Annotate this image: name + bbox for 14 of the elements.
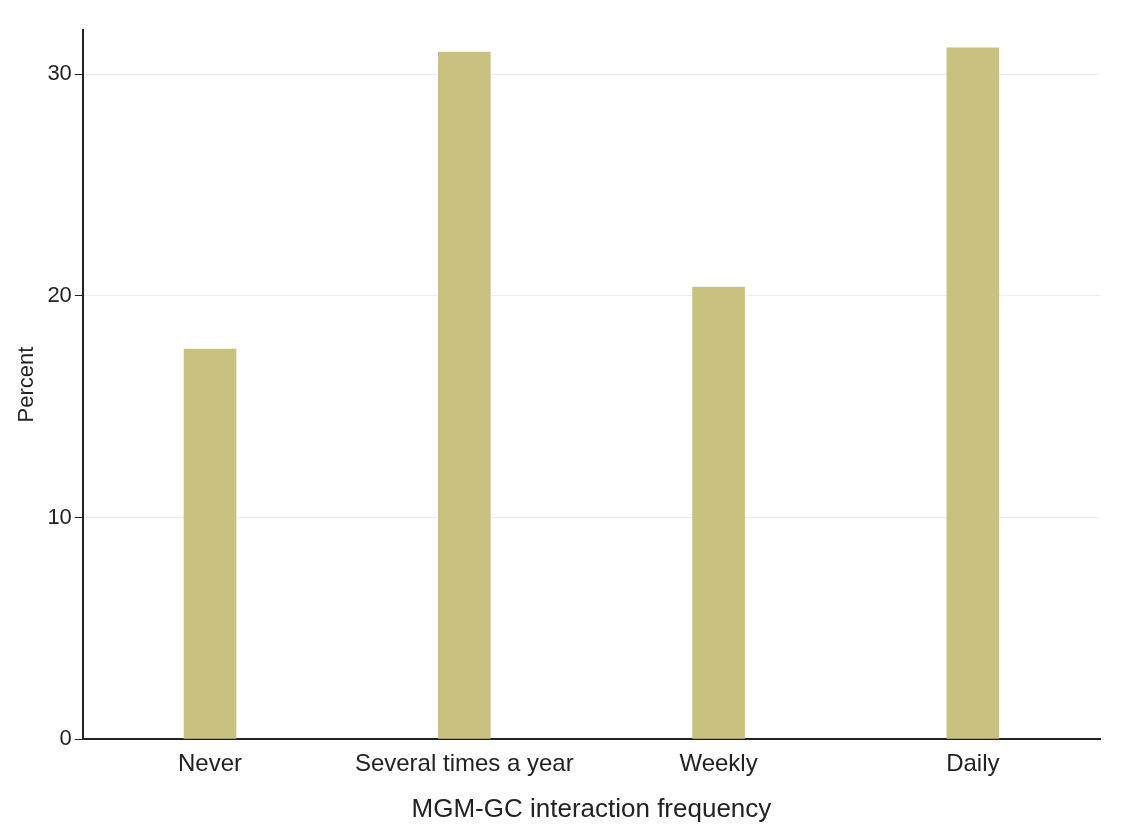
x-tick-label: Weekly [679,749,758,777]
bar [946,47,1000,739]
x-axis-title: MGM-GC interaction frequency [411,792,772,823]
y-tick-label: 0 [59,725,72,751]
y-tick-label: 10 [47,503,72,529]
bar [437,51,491,739]
x-tick-label: Several times a year [354,749,574,777]
y-axis-title: Percent [13,346,39,423]
y-tick-label: 20 [47,281,72,307]
x-tick-label: Daily [946,749,1000,777]
bar [183,348,237,739]
bar [692,286,745,739]
y-tick-label: 30 [47,60,72,86]
x-tick-label: Never [178,749,243,777]
